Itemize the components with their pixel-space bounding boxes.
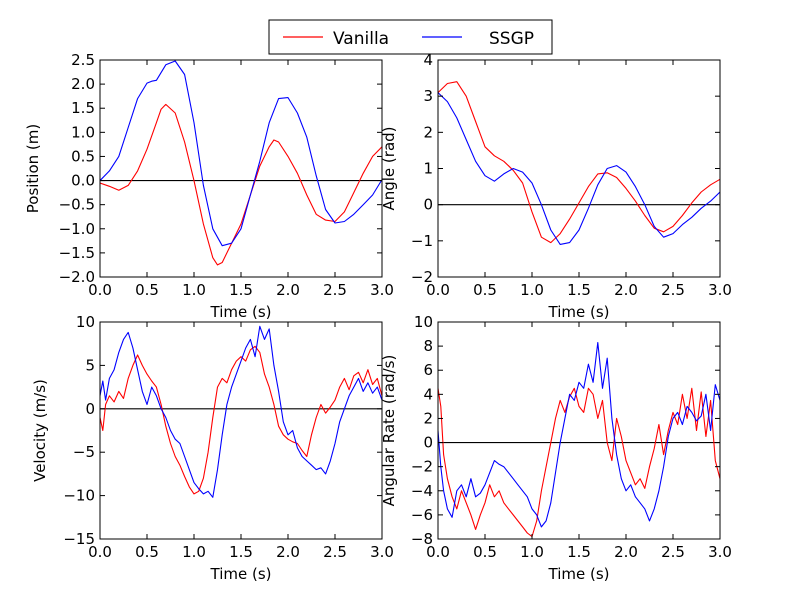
series-line-ssgp <box>438 341 720 528</box>
y-tick-label: −1 <box>411 232 433 250</box>
x-tick-label: 2.0 <box>276 543 300 561</box>
y-tick-label: 0 <box>423 434 433 452</box>
series-line-ssgp <box>100 325 382 498</box>
y-tick-label: 1.0 <box>71 123 95 141</box>
y-tick-label: 10 <box>76 313 95 331</box>
y-tick-label: −2 <box>411 458 433 476</box>
y-tick-label: −1.5 <box>59 244 95 262</box>
x-tick-label: 0.5 <box>473 281 497 299</box>
y-tick-label: −5 <box>73 443 95 461</box>
subplot-1: 0.0 0.5 1.0 1.5 2.0 2.5 3.0 −2.0 −1.5 −1.0 −0.5 0.0… <box>24 51 394 321</box>
series-line-vanilla <box>100 103 382 266</box>
x-tick-label: 1.5 <box>229 281 253 299</box>
x-tick-label: 1.0 <box>520 281 544 299</box>
x-tick-label: 2.5 <box>661 543 685 561</box>
x-tick-label: 3.0 <box>708 543 732 561</box>
y-tick-label: 3 <box>423 87 433 105</box>
x-tick-label: 3.0 <box>370 543 394 561</box>
y-tick-label: 4 <box>423 51 433 69</box>
y-tick-label: −6 <box>411 506 433 524</box>
y-tick-label: −8 <box>411 530 433 548</box>
y-tick-label: −1.0 <box>59 220 95 238</box>
y-tick-label: 1 <box>423 160 433 178</box>
series-line-ssgp <box>100 60 382 247</box>
x-tick-label: 0.5 <box>473 543 497 561</box>
y-tick-label: 5 <box>85 356 95 374</box>
y-tick-label: 2.0 <box>71 75 95 93</box>
x-tick-label: 1.0 <box>182 543 206 561</box>
x-tick-label: 0.5 <box>135 543 159 561</box>
legend-label-ssgp: SSGP <box>489 29 534 49</box>
y-tick-label: 10 <box>414 313 433 331</box>
y-tick-label: −2 <box>411 268 433 286</box>
subplot-2: 0.0 0.5 1.0 1.5 2.0 2.5 3.0 −2 −1 0 1 2 3 4 Time (s) An… <box>380 51 732 321</box>
y-tick-label: 2.5 <box>71 51 95 69</box>
y-tick-label: 0.0 <box>71 172 95 190</box>
x-tick-label: 2.0 <box>276 281 300 299</box>
x-tick-label: 1.5 <box>229 543 253 561</box>
y-tick-label: 4 <box>423 385 433 403</box>
series-line-ssgp <box>438 92 720 245</box>
legend-label-vanilla: Vanilla <box>333 29 389 49</box>
y-axis-label: Angular Rate (rad/s) <box>380 355 398 507</box>
x-axis-label: Time (s) <box>210 303 272 321</box>
y-tick-label: 2 <box>423 123 433 141</box>
x-tick-label: 2.5 <box>323 543 347 561</box>
x-axis-label: Time (s) <box>210 565 272 583</box>
x-tick-label: 0.0 <box>88 281 112 299</box>
x-tick-label: 2.0 <box>614 281 638 299</box>
x-tick-label: 0.0 <box>426 543 450 561</box>
y-tick-label: 1.5 <box>71 99 95 117</box>
y-tick-label: 2 <box>423 409 433 427</box>
x-tick-label: 0.0 <box>426 281 450 299</box>
y-tick-label: 0.5 <box>71 147 95 165</box>
x-tick-label: 3.0 <box>708 281 732 299</box>
y-tick-label: 8 <box>423 337 433 355</box>
y-axis-label: Position (m) <box>24 124 42 214</box>
y-tick-label: 0 <box>423 196 433 214</box>
x-tick-label: 0.0 <box>88 543 112 561</box>
y-tick-label: −15 <box>63 530 95 548</box>
y-tick-label: −0.5 <box>59 196 95 214</box>
x-tick-label: 1.0 <box>520 543 544 561</box>
x-axis-label: Time (s) <box>548 565 610 583</box>
y-axis-label: Velocity (m/s) <box>31 379 49 482</box>
y-axis-label: Angle (rad) <box>380 126 398 210</box>
series-line-vanilla <box>438 81 720 244</box>
y-tick-label: −10 <box>63 487 95 505</box>
y-tick-label: 0 <box>85 400 95 418</box>
legend: Vanilla SSGP <box>268 19 553 55</box>
x-tick-label: 1.5 <box>567 281 591 299</box>
y-tick-label: −2.0 <box>59 268 95 286</box>
x-tick-label: 2.5 <box>323 281 347 299</box>
x-tick-label: 0.5 <box>135 281 159 299</box>
y-tick-label: 6 <box>423 361 433 379</box>
x-tick-label: 1.0 <box>182 281 206 299</box>
series-line-vanilla <box>438 387 720 538</box>
x-tick-label: 1.5 <box>567 543 591 561</box>
subplot-4: 0.0 0.5 1.0 1.5 2.0 2.5 3.0 −8 −6 −4 −2 0 2 4 6 8 10 Time… <box>380 313 732 583</box>
subplot-3: 0.0 0.5 1.0 1.5 2.0 2.5 3.0 −15 −10 −5 0 5 10 Time (s… <box>31 313 394 583</box>
x-tick-label: 3.0 <box>370 281 394 299</box>
y-tick-label: −4 <box>411 482 433 500</box>
x-axis-label: Time (s) <box>548 303 610 321</box>
x-tick-label: 2.0 <box>614 543 638 561</box>
x-tick-label: 2.5 <box>661 281 685 299</box>
series-line-vanilla <box>100 345 382 495</box>
plots: 0.0 0.5 1.0 1.5 2.0 2.5 3.0 −2.0 −1.5 −1.0 −0.5 0.0… <box>24 51 732 583</box>
